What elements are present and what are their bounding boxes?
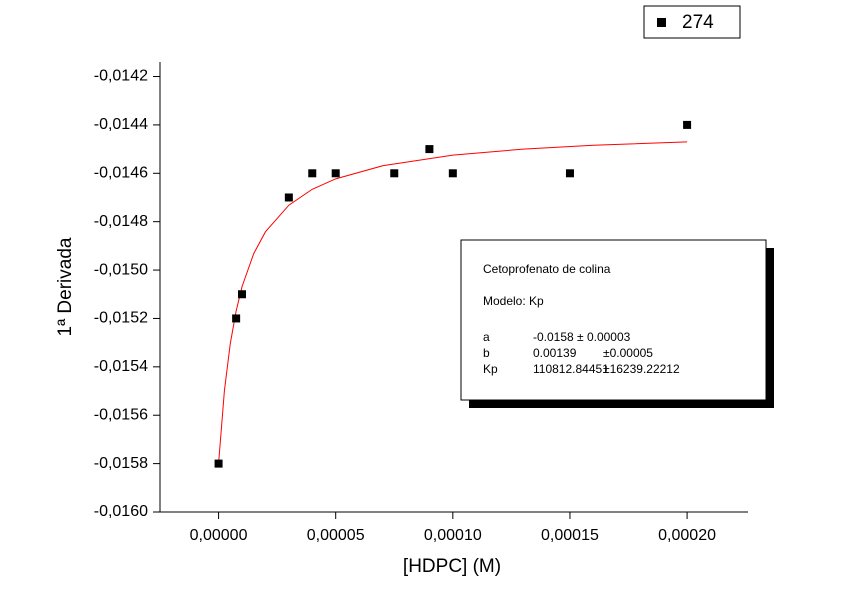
y-tick-label: -0,0142 [94,68,148,85]
annotation-cell: -0.0158 ± 0.00003 [533,330,631,344]
annotation-cell: 110812.84451 [533,362,609,376]
data-point [308,169,317,178]
annotation-cell: ±16239.22212 [603,362,680,376]
data-point [448,169,457,178]
data-point [214,459,223,468]
y-tick-label: -0,0150 [94,261,148,278]
x-axis-label: [HDPC] (M) [403,556,501,577]
data-point [284,193,293,202]
legend-label: 274 [682,12,714,33]
x-tick-label: 0,00020 [658,527,716,544]
fit-line [218,141,688,464]
y-tick-label: -0,0148 [94,213,148,230]
y-axis-label: 1ª Derivada [55,237,76,336]
data-point [565,169,574,178]
x-tick-label: 0,00005 [307,527,365,544]
data-point [232,314,241,323]
data-point [390,169,399,178]
annotation-cell: a [483,330,490,344]
annotation-model: Modelo: Kp [483,294,544,308]
x-tick-label: 0,00010 [424,527,482,544]
legend-marker [657,18,666,27]
data-point [425,145,434,154]
annotation-title: Cetoprofenato de colina [483,262,611,276]
legend-box [643,5,741,39]
y-tick-label: -0,0152 [94,310,148,327]
annotation-cell: Kp [483,362,498,376]
annotation-cell: b [483,346,490,360]
y-tick-label: -0,0154 [94,358,148,375]
annotation-box [460,239,767,401]
y-tick-label: -0,0158 [94,455,148,472]
y-tick-label: -0,0146 [94,165,148,182]
annotation-cell: ±0.00005 [603,346,653,360]
data-point [683,120,692,129]
y-tick-label: -0,0160 [94,503,148,520]
annotation-cell: 0.00139 [533,346,577,360]
data-point [237,290,246,299]
y-tick-label: -0,0156 [94,406,148,423]
x-tick-label: 0,00015 [541,527,599,544]
y-tick-label: -0,0144 [94,116,148,133]
data-point [331,169,340,178]
x-tick-label: 0,00000 [190,527,248,544]
